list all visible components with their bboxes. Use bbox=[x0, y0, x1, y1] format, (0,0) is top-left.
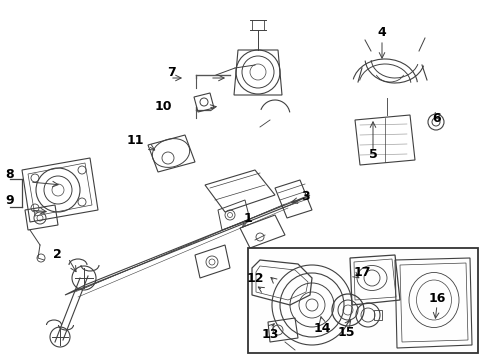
Bar bbox=[247, 248, 477, 353]
Text: 4: 4 bbox=[377, 26, 386, 39]
Text: 7: 7 bbox=[167, 66, 176, 78]
Text: 12: 12 bbox=[246, 271, 263, 284]
Text: 2: 2 bbox=[53, 248, 61, 261]
Text: 11: 11 bbox=[126, 134, 143, 147]
Text: 10: 10 bbox=[154, 100, 171, 113]
Text: 9: 9 bbox=[6, 194, 14, 207]
Text: 14: 14 bbox=[313, 321, 330, 334]
Text: 16: 16 bbox=[427, 292, 445, 305]
Text: 5: 5 bbox=[368, 148, 377, 162]
Text: 15: 15 bbox=[337, 325, 354, 338]
Bar bbox=[373, 310, 381, 320]
Text: 13: 13 bbox=[261, 328, 278, 342]
Text: 17: 17 bbox=[352, 266, 370, 279]
Text: 8: 8 bbox=[6, 168, 14, 181]
Text: 1: 1 bbox=[243, 211, 252, 225]
Text: 3: 3 bbox=[300, 190, 309, 203]
Text: 6: 6 bbox=[432, 112, 440, 125]
